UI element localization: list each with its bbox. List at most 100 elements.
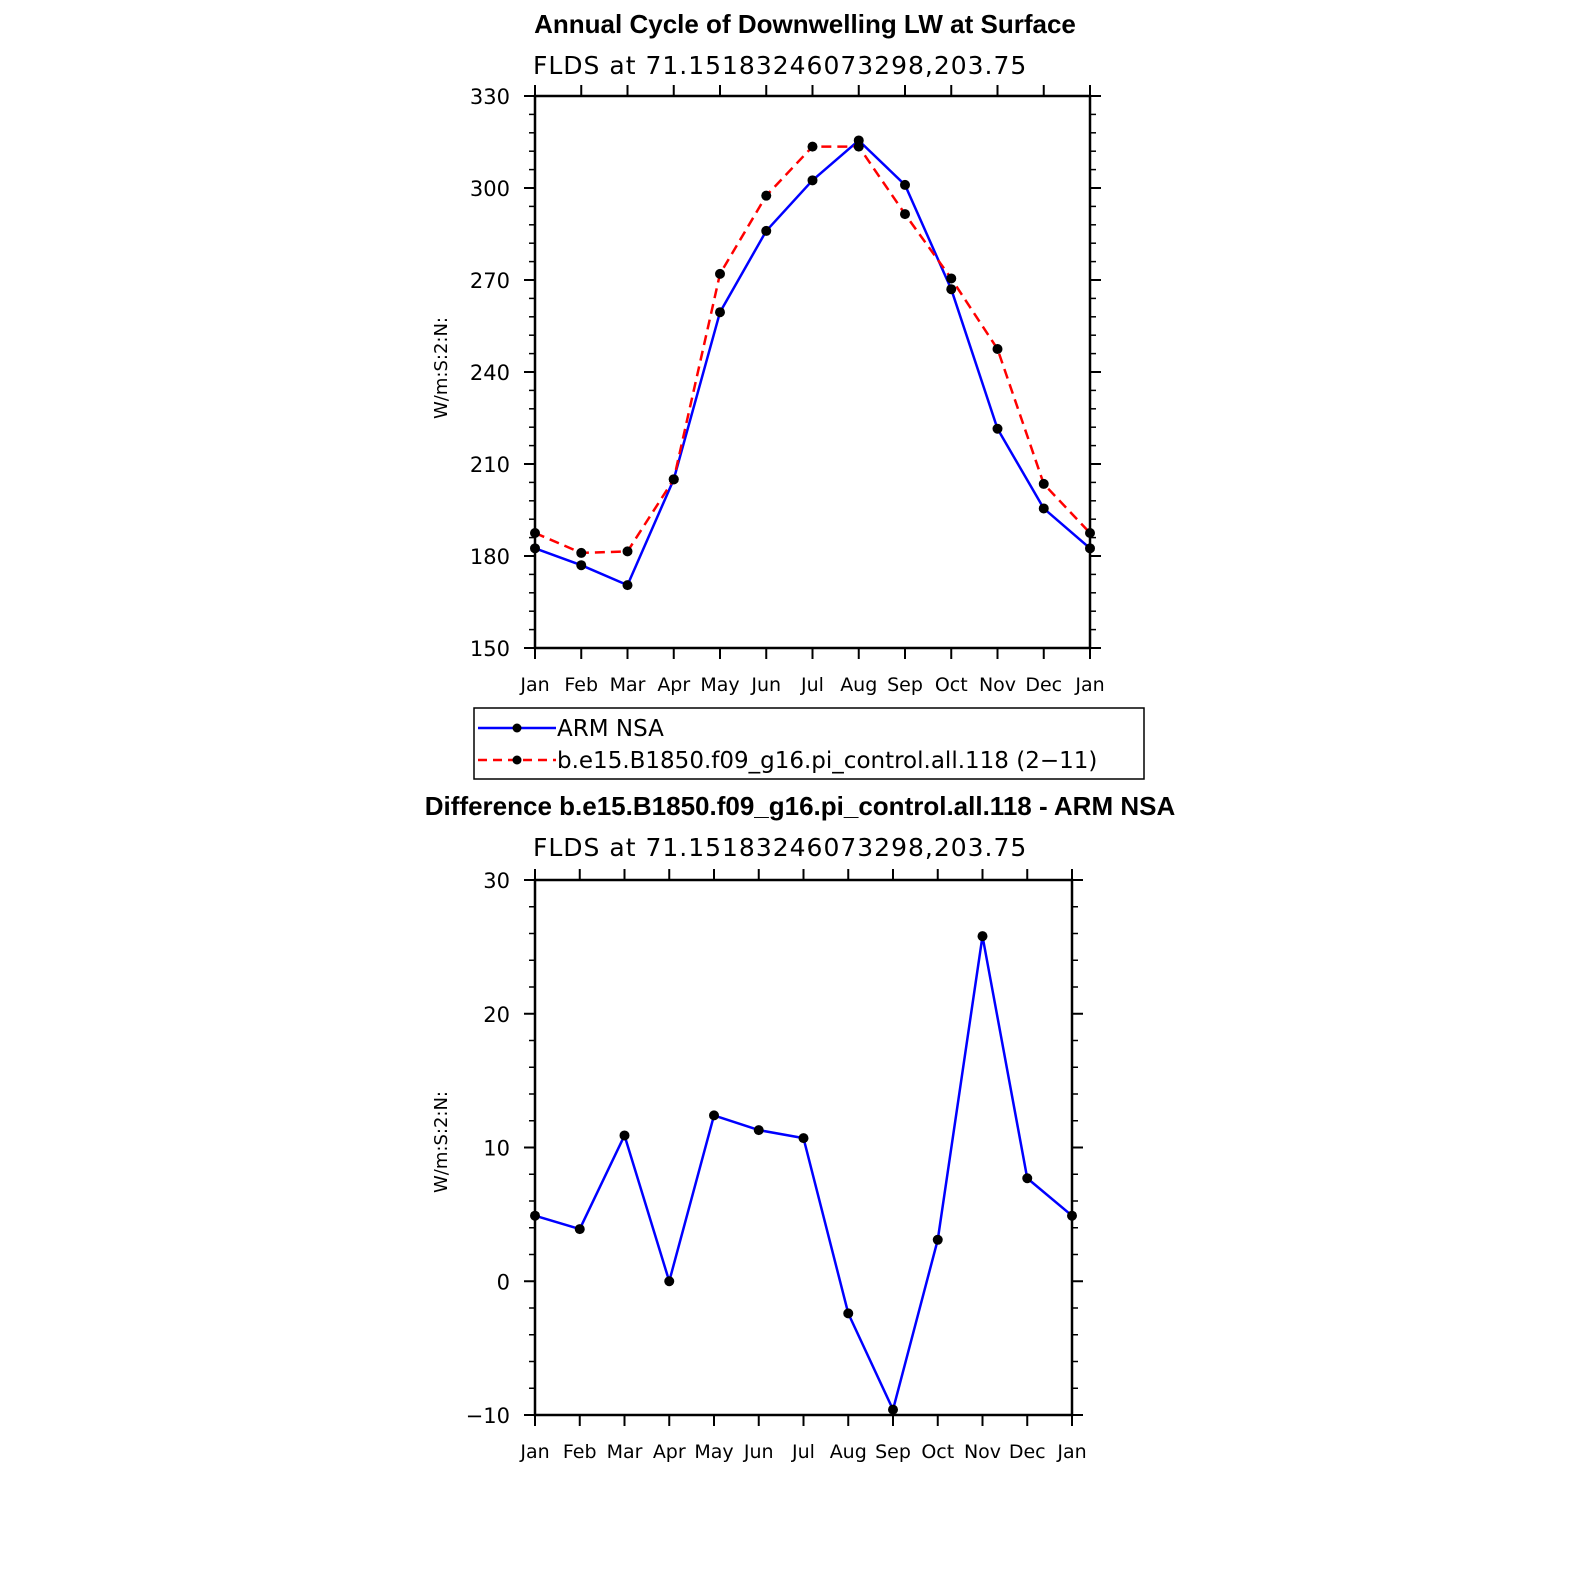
axes: Jan Feb Mar Apr May Jun Jul Aug Sep Oct Nov Dec Jan−… — [466, 869, 1087, 1463]
data-point-1 — [807, 141, 818, 152]
data-point-0 — [530, 543, 540, 554]
legend-entry-arm-nsa: ARM NSA — [478, 716, 664, 742]
data-point-1 — [530, 528, 540, 538]
data-point-1 — [946, 273, 957, 284]
x-tick-label: Jul — [791, 1441, 815, 1463]
y-axis-label: W/m:S:2:N: — [431, 1091, 452, 1193]
data-point-0 — [807, 175, 818, 186]
x-tick-label: Jan — [519, 674, 549, 696]
data-point-1 — [900, 209, 910, 220]
data-point-1 — [668, 474, 679, 485]
data-point-1 — [576, 547, 587, 558]
legend-box — [473, 707, 1145, 780]
data-point-0 — [992, 423, 1003, 434]
x-tick-label: Jan — [519, 1441, 549, 1463]
data-point-0 — [1038, 503, 1049, 514]
x-tick-label: Feb — [563, 1441, 597, 1463]
series-line-0 — [534, 934, 1073, 1411]
data-point-0 — [530, 1210, 540, 1221]
legend-entry-model: b.e15.B1850.f09_g16.pi_control.all.118 (… — [478, 748, 1097, 774]
data-point-0 — [1067, 1210, 1077, 1221]
legend-swatch-marker — [512, 723, 522, 733]
x-tick-label: Apr — [653, 1441, 686, 1463]
chart-title: Annual Cycle of Downwelling LW at Surfac… — [534, 9, 1076, 39]
difference-chart: Difference b.e15.B1850.f09_g16.pi_contro… — [425, 791, 1176, 1463]
y-tick-label: 150 — [470, 637, 510, 661]
legend: ARM NSA b.e15.B1850.f09_g16.pi_control.a… — [473, 707, 1145, 780]
chart-subtitle: FLDS at 71.15183246073298,203.75 — [533, 833, 1027, 862]
data-point-0 — [932, 1234, 943, 1245]
series-layer — [530, 931, 1077, 1415]
data-point-1 — [622, 546, 633, 557]
y-tick-label: 210 — [470, 453, 510, 477]
data-point-0 — [574, 1224, 585, 1235]
x-tick-label: Jul — [800, 674, 824, 696]
chart-title: Difference b.e15.B1850.f09_g16.pi_contro… — [425, 791, 1176, 821]
data-point-0 — [900, 179, 910, 190]
data-point-1 — [853, 141, 864, 152]
data-point-0 — [664, 1276, 675, 1287]
x-tick-label: Sep — [875, 1441, 911, 1463]
x-tick-label: Jan — [1074, 674, 1104, 696]
data-point-0 — [576, 560, 587, 571]
data-point-0 — [977, 931, 988, 942]
y-tick-label: 20 — [483, 1003, 510, 1027]
data-point-0 — [622, 580, 633, 591]
data-point-1 — [1085, 528, 1095, 538]
y-tick-label: 180 — [470, 545, 510, 569]
data-point-0 — [715, 307, 725, 318]
series-line-0 — [534, 139, 1091, 587]
data-point-0 — [946, 284, 957, 295]
x-tick-label: Nov — [964, 1441, 1001, 1463]
data-point-0 — [1022, 1173, 1033, 1184]
legend-swatch-marker — [512, 755, 522, 765]
y-tick-label: −10 — [466, 1404, 510, 1428]
chart-subtitle: FLDS at 71.15183246073298,203.75 — [533, 51, 1027, 80]
plot-frame — [533, 878, 1074, 1417]
legend-label: b.e15.B1850.f09_g16.pi_control.all.118 (… — [557, 748, 1097, 774]
y-tick-label: 300 — [470, 177, 510, 201]
y-axis-label: W/m:S:2:N: — [431, 317, 452, 419]
y-tick-label: 270 — [470, 269, 510, 293]
x-tick-label: Mar — [607, 1441, 643, 1463]
y-tick-label: 10 — [483, 1137, 510, 1161]
y-tick-label: 330 — [470, 85, 510, 109]
y-tick-label: 30 — [483, 869, 510, 893]
x-tick-label: Jan — [1056, 1441, 1086, 1463]
data-point-0 — [1085, 543, 1095, 554]
annual-cycle-chart: Annual Cycle of Downwelling LW at Surfac… — [431, 9, 1105, 696]
x-tick-label: Feb — [564, 674, 598, 696]
x-tick-label: May — [700, 674, 739, 696]
data-point-0 — [761, 225, 772, 236]
x-tick-label: Apr — [657, 674, 690, 696]
legend-label: ARM NSA — [557, 716, 664, 742]
data-point-0 — [888, 1404, 898, 1415]
x-tick-label: Sep — [887, 674, 923, 696]
x-tick-label: May — [694, 1441, 733, 1463]
x-tick-label: Aug — [840, 674, 877, 696]
data-point-1 — [992, 344, 1003, 354]
series-layer — [530, 135, 1095, 591]
x-tick-label: Nov — [979, 674, 1016, 696]
y-tick-label: 0 — [497, 1270, 510, 1294]
data-point-1 — [1038, 478, 1049, 489]
data-point-0 — [843, 1308, 854, 1319]
data-point-0 — [619, 1130, 630, 1141]
x-tick-label: Aug — [830, 1441, 867, 1463]
x-tick-label: Jun — [743, 1441, 774, 1463]
x-tick-label: Dec — [1009, 1441, 1046, 1463]
data-point-1 — [715, 268, 725, 279]
x-tick-label: Oct — [935, 674, 968, 696]
y-tick-label: 240 — [470, 361, 510, 385]
data-point-0 — [709, 1110, 719, 1121]
data-point-0 — [798, 1133, 809, 1144]
x-tick-label: Oct — [921, 1441, 954, 1463]
data-point-1 — [761, 190, 772, 201]
data-point-0 — [753, 1125, 764, 1136]
series-line-1 — [534, 145, 1091, 555]
x-tick-label: Dec — [1025, 674, 1062, 696]
x-tick-label: Mar — [610, 674, 646, 696]
axes: Jan Feb Mar Apr May Jun Jul Aug Sep Oct Nov Dec Jan 1… — [470, 85, 1105, 696]
